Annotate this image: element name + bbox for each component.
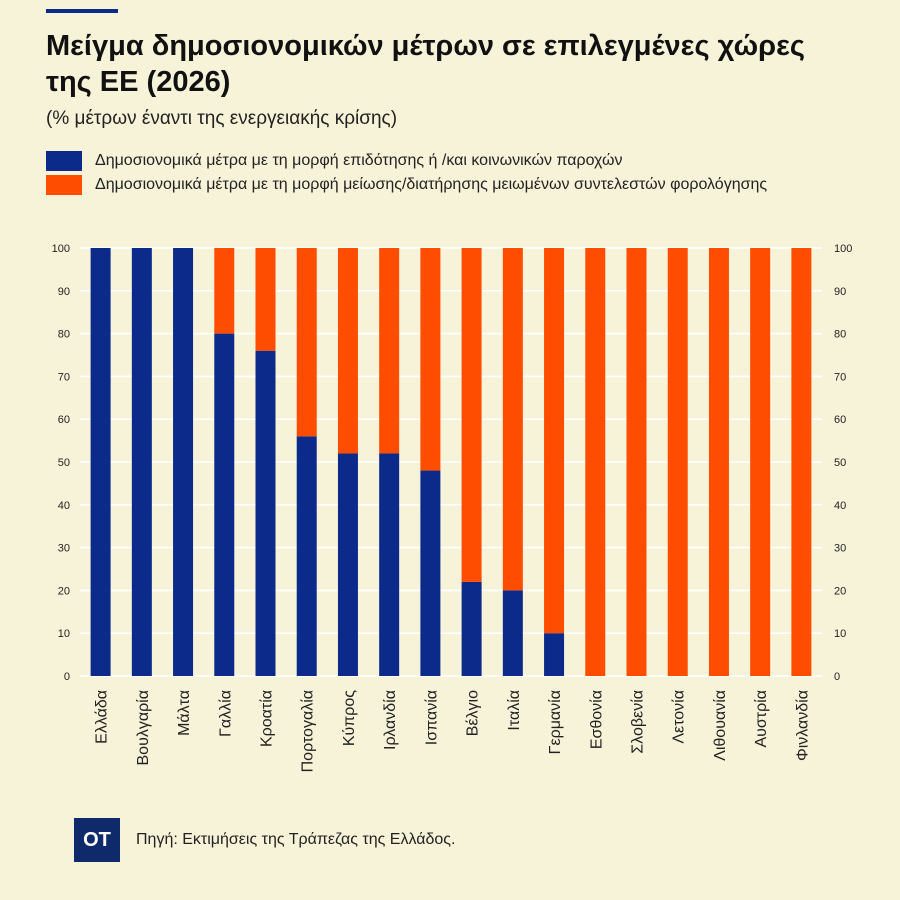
legend-item-tax: Δημοσιονομικά μέτρα με τη μορφή μείωσης/… [46, 174, 806, 195]
bar-tax [626, 248, 647, 676]
x-tick-label: Κύπρος [341, 690, 358, 746]
bar-tax [791, 248, 812, 676]
y-tick-label-left: 100 [52, 243, 70, 255]
bar-tax [708, 248, 729, 676]
bar-tax [255, 248, 276, 351]
y-tick-label-right: 10 [834, 628, 846, 640]
x-tick-label: Μάλτα [176, 690, 193, 736]
y-tick-label-right: 90 [834, 286, 846, 298]
bar-tax [296, 248, 317, 437]
bar-subsidy [544, 633, 565, 676]
y-tick-label-left: 90 [58, 286, 70, 298]
x-tick-label: Σλοβενία [630, 690, 647, 754]
bar-subsidy [502, 590, 523, 676]
bar-subsidy [90, 248, 111, 676]
bar-tax [214, 248, 235, 334]
legend-label-tax: Δημοσιονομικά μέτρα με τη μορφή μείωσης/… [95, 176, 768, 193]
y-tick-label-right: 40 [834, 500, 846, 512]
y-tick-label-left: 10 [58, 628, 70, 640]
y-tick-label-left: 0 [64, 671, 70, 683]
x-tick-label: Αυστρία [753, 690, 770, 748]
y-tick-label-right: 60 [834, 414, 846, 426]
y-tick-label-right: 50 [834, 457, 846, 469]
bar-subsidy [296, 436, 317, 676]
y-tick-label-left: 20 [58, 585, 70, 597]
x-tick-label: Ελλάδα [94, 690, 111, 744]
y-tick-label-left: 70 [58, 371, 70, 383]
y-tick-label-left: 80 [58, 329, 70, 341]
x-tick-label: Πορτογαλία [300, 690, 317, 772]
y-tick-label-right: 20 [834, 585, 846, 597]
x-tick-label: Εσθονία [588, 690, 605, 749]
bar-tax [585, 248, 606, 676]
bar-subsidy [131, 248, 152, 676]
legend-swatch-tax [46, 175, 82, 195]
chart-title: Μείγμα δημοσιονομικών μέτρων σε επιλεγμέ… [46, 30, 805, 98]
x-tick-label: Λιθουανία [712, 690, 729, 761]
x-tick-label: Βουλγαρία [135, 690, 152, 765]
bar-tax [461, 248, 482, 582]
bar-tax [502, 248, 523, 591]
x-tick-label: Λετονία [671, 690, 688, 744]
bar-tax [667, 248, 688, 676]
bar-subsidy [337, 453, 358, 676]
x-tick-label: Κροατία [259, 690, 276, 747]
x-tick-label: Φινλανδία [794, 690, 811, 761]
y-tick-label-left: 60 [58, 414, 70, 426]
x-tick-label: Γερμανία [547, 690, 564, 754]
bar-subsidy [420, 470, 441, 676]
bar-tax [379, 248, 400, 454]
legend: Δημοσιονομικά μέτρα με τη μορφή επιδότησ… [46, 150, 806, 198]
bar-subsidy [255, 350, 276, 676]
y-tick-label-right: 0 [834, 671, 840, 683]
x-tick-label: Ιρλανδία [382, 690, 399, 750]
top-accent-rule [46, 9, 118, 13]
x-tick-label: Βέλγιο [465, 690, 482, 736]
bar-subsidy [173, 248, 194, 676]
x-tick-label: Γαλλία [217, 690, 234, 737]
source-note: Πηγή: Εκτιμήσεις της Τράπεζας της Ελλάδο… [136, 831, 456, 848]
y-tick-label-right: 70 [834, 371, 846, 383]
y-tick-label-left: 40 [58, 500, 70, 512]
legend-swatch-subsidy [46, 151, 82, 171]
footer: OT Πηγή: Εκτιμήσεις της Τράπεζας της Ελλ… [74, 818, 455, 862]
y-tick-label-left: 30 [58, 543, 70, 555]
x-tick-label: Ισπανία [423, 690, 440, 745]
y-tick-label-right: 30 [834, 543, 846, 555]
bar-tax [750, 248, 771, 676]
y-tick-label-right: 100 [834, 243, 852, 255]
legend-label-subsidy: Δημοσιονομικά μέτρα με τη μορφή επιδότησ… [95, 152, 623, 169]
bar-subsidy [214, 333, 235, 676]
bar-subsidy [461, 581, 482, 676]
bar-tax [337, 248, 358, 454]
bar-tax [544, 248, 565, 634]
x-tick-label: Ιταλία [506, 690, 523, 731]
ot-logo: OT [74, 818, 120, 862]
bar-tax [420, 248, 441, 471]
y-tick-label-right: 80 [834, 329, 846, 341]
y-tick-label-left: 50 [58, 457, 70, 469]
legend-item-subsidy: Δημοσιονομικά μέτρα με τη μορφή επιδότησ… [46, 150, 806, 171]
bar-subsidy [379, 453, 400, 676]
chart-subtitle: (% μέτρων έναντι της ενεργειακής κρίσης) [46, 108, 398, 129]
